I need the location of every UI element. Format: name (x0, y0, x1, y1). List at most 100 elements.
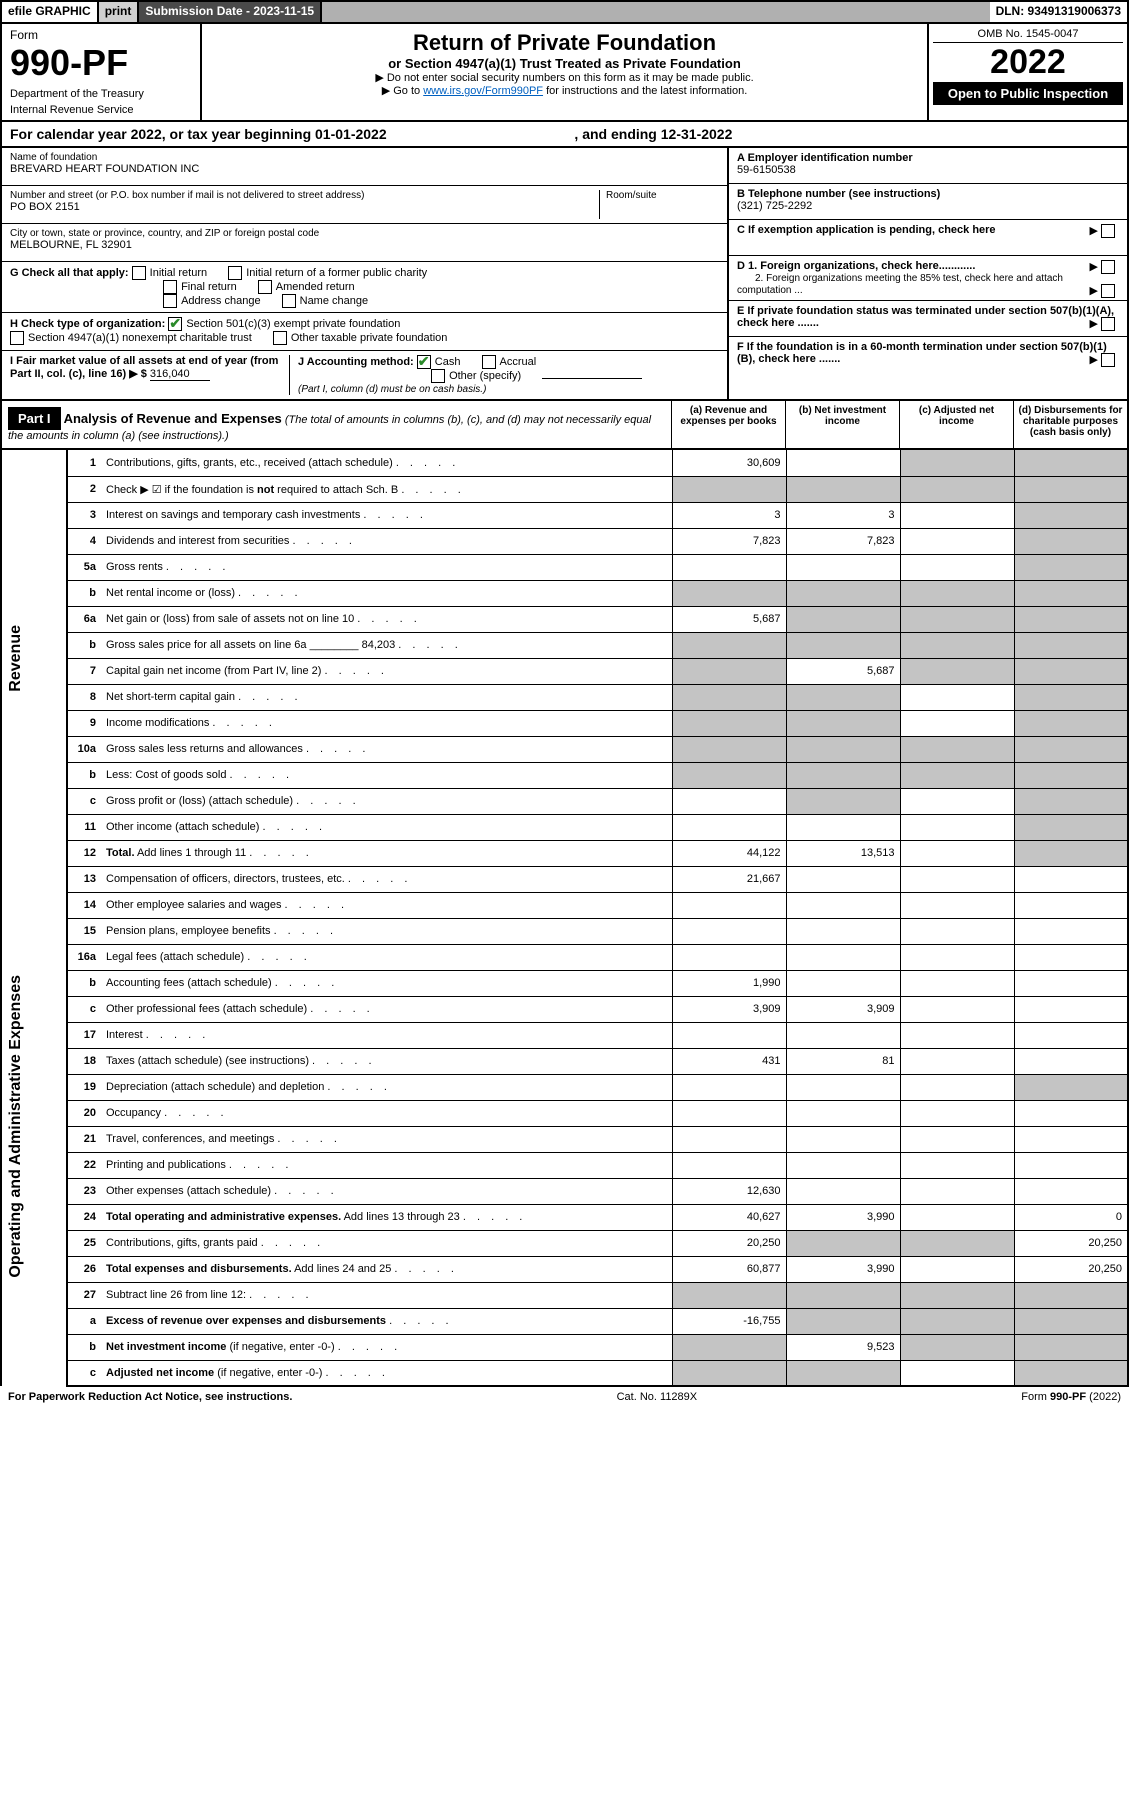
checkbox-d1[interactable] (1101, 260, 1115, 274)
row-desc: Interest . . . . . (101, 1022, 672, 1048)
form-number-cell: Form 990-PF Department of the Treasury I… (2, 24, 202, 120)
row-number: 20 (67, 1100, 101, 1126)
cell-c (900, 1178, 1014, 1204)
row-number: 18 (67, 1048, 101, 1074)
cell-b: 3,909 (786, 996, 900, 1022)
f-row: F If the foundation is in a 60-month ter… (729, 337, 1127, 373)
cell-c (900, 554, 1014, 580)
footer-mid: Cat. No. 11289X (617, 1391, 698, 1403)
checkbox-former-public[interactable] (228, 266, 242, 280)
row-number: 6a (67, 606, 101, 632)
cell-d (1014, 1074, 1128, 1100)
checkbox-4947a1[interactable] (10, 331, 24, 345)
row-desc: Travel, conferences, and meetings . . . … (101, 1126, 672, 1152)
cell-b (786, 970, 900, 996)
cell-c (900, 528, 1014, 554)
cell-d (1014, 1178, 1128, 1204)
j-label: J Accounting method: (298, 356, 414, 368)
cell-a (672, 710, 786, 736)
checkbox-501c3[interactable] (168, 317, 182, 331)
row-desc: Gross sales less returns and allowances … (101, 736, 672, 762)
form990pf-link[interactable]: www.irs.gov/Form990PF (423, 85, 543, 97)
row-number: 26 (67, 1256, 101, 1282)
part1-title-cell: Part I Analysis of Revenue and Expenses … (2, 401, 671, 448)
checkbox-amended[interactable] (258, 280, 272, 294)
address-row: Number and street (or P.O. box number if… (2, 186, 727, 224)
cell-d: 20,250 (1014, 1230, 1128, 1256)
cell-b (786, 1126, 900, 1152)
row-desc: Compensation of officers, directors, tru… (101, 866, 672, 892)
row-number: 24 (67, 1204, 101, 1230)
row-number: 3 (67, 502, 101, 528)
checkbox-e[interactable] (1101, 317, 1115, 331)
row-desc: Capital gain net income (from Part IV, l… (101, 658, 672, 684)
cell-d (1014, 450, 1128, 476)
cal-prefix: For calendar year 2022, or tax year begi… (10, 126, 315, 142)
cell-d (1014, 1126, 1128, 1152)
j-other: Other (specify) (449, 370, 521, 382)
table-row: 18Taxes (attach schedule) (see instructi… (1, 1048, 1128, 1074)
checkbox-f[interactable] (1101, 353, 1115, 367)
cell-d (1014, 580, 1128, 606)
checkbox-accrual[interactable] (482, 355, 496, 369)
g-opt5: Amended return (276, 281, 355, 293)
cell-a (672, 736, 786, 762)
cell-a: 20,250 (672, 1230, 786, 1256)
row-number: 7 (67, 658, 101, 684)
row-number: 10a (67, 736, 101, 762)
cell-d (1014, 528, 1128, 554)
cell-b (786, 1074, 900, 1100)
ein-value: 59-6150538 (737, 164, 1119, 176)
checkbox-initial-return[interactable] (132, 266, 146, 280)
table-row: bGross sales price for all assets on lin… (1, 632, 1128, 658)
cell-b (786, 892, 900, 918)
table-row: bNet rental income or (loss) . . . . . (1, 580, 1128, 606)
cell-b (786, 1022, 900, 1048)
checkbox-final-return[interactable] (163, 280, 177, 294)
cell-a (672, 632, 786, 658)
cell-c (900, 788, 1014, 814)
h-opt2: Section 4947(a)(1) nonexempt charitable … (28, 332, 252, 344)
cell-d: 20,250 (1014, 1256, 1128, 1282)
cell-d (1014, 1360, 1128, 1386)
print-button[interactable]: print (99, 2, 140, 22)
checkbox-name-change[interactable] (282, 294, 296, 308)
cell-b (786, 944, 900, 970)
cell-a (672, 580, 786, 606)
table-row: 2Check ▶ ☑ if the foundation is not requ… (1, 476, 1128, 502)
cell-c (900, 502, 1014, 528)
row-desc: Taxes (attach schedule) (see instruction… (101, 1048, 672, 1074)
row-desc: Check ▶ ☑ if the foundation is not requi… (101, 476, 672, 502)
row-desc: Interest on savings and temporary cash i… (101, 502, 672, 528)
foundation-name-row: Name of foundation BREVARD HEART FOUNDAT… (2, 148, 727, 186)
cell-c (900, 1360, 1014, 1386)
form-note1: ▶ Do not enter social security numbers o… (208, 71, 921, 84)
name-label: Name of foundation (10, 152, 719, 163)
checkbox-other-taxable[interactable] (273, 331, 287, 345)
checkbox-c[interactable] (1101, 224, 1115, 238)
checkbox-address-change[interactable] (163, 294, 177, 308)
row-number: 8 (67, 684, 101, 710)
checkbox-cash[interactable] (417, 355, 431, 369)
table-row: 8Net short-term capital gain . . . . . (1, 684, 1128, 710)
row-number: 4 (67, 528, 101, 554)
cell-c (900, 450, 1014, 476)
table-row: cGross profit or (loss) (attach schedule… (1, 788, 1128, 814)
e-row: E If private foundation status was termi… (729, 301, 1127, 337)
table-row: 25Contributions, gifts, grants paid . . … (1, 1230, 1128, 1256)
row-number: 13 (67, 866, 101, 892)
cell-a: 40,627 (672, 1204, 786, 1230)
cell-b (786, 580, 900, 606)
table-row: 4Dividends and interest from securities … (1, 528, 1128, 554)
cell-c (900, 1334, 1014, 1360)
cell-d (1014, 606, 1128, 632)
checkbox-d2[interactable] (1101, 284, 1115, 298)
cell-c (900, 1100, 1014, 1126)
cell-c (900, 1126, 1014, 1152)
phone-label: B Telephone number (see instructions) (737, 188, 1119, 200)
table-row: 26Total expenses and disbursements. Add … (1, 1256, 1128, 1282)
checkbox-other-method[interactable] (431, 369, 445, 383)
cell-b (786, 1282, 900, 1308)
cell-a (672, 814, 786, 840)
row-number: c (67, 1360, 101, 1386)
